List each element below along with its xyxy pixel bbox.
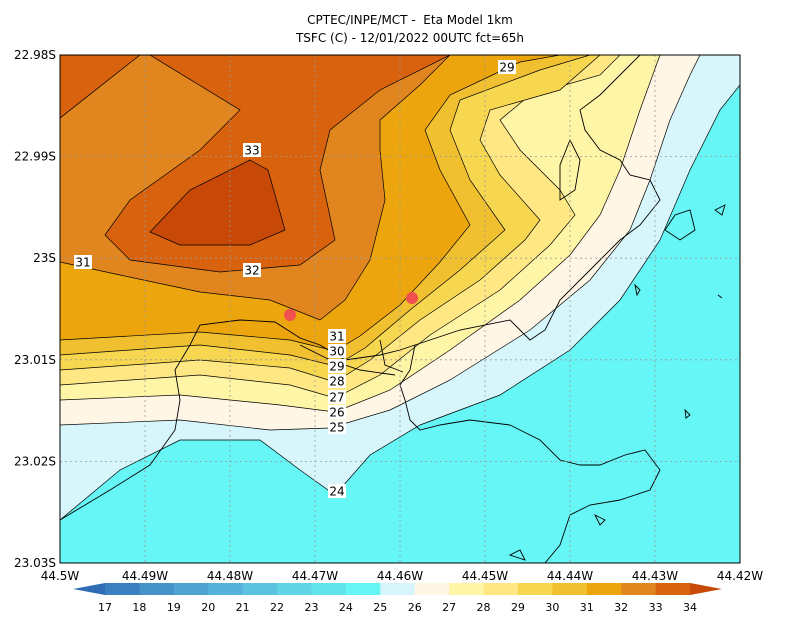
lon-tick-label: 44.44W	[547, 569, 593, 583]
contour-label-bg	[498, 60, 516, 74]
map-title: CPTEC/INPE/MCT - Eta Model 1km	[307, 13, 513, 27]
colorbar-swatch	[277, 583, 312, 595]
contour-label-bg	[328, 329, 346, 343]
contour-label: 24	[329, 485, 344, 499]
colorbar-label: 20	[201, 601, 215, 614]
lon-tick-label: 44.42W	[717, 569, 763, 583]
lon-tick-label: 44.45W	[462, 569, 508, 583]
contour-label-bg	[328, 390, 346, 404]
colorbar-label: 31	[580, 601, 594, 614]
map-frame	[59, 54, 741, 564]
colorbar-swatch	[208, 583, 244, 595]
colorbar-label: 22	[270, 601, 284, 614]
temperature-band	[149, 159, 286, 246]
contour-label: 29	[499, 61, 514, 75]
station-marker	[406, 292, 418, 304]
contour-label-bg	[328, 420, 346, 434]
colorbar-label: 18	[132, 601, 146, 614]
lat-tick-label: 22.99S	[14, 150, 56, 164]
lon-tick-label: 44.47W	[292, 569, 338, 583]
colorbar-label: 19	[167, 601, 181, 614]
colorbar-swatch	[173, 583, 209, 595]
colorbar-label: 24	[339, 601, 353, 614]
colorbar-swatch	[242, 583, 278, 595]
colorbar-label: 21	[236, 601, 250, 614]
colorbar-swatch	[552, 583, 588, 595]
colorbar-swatch	[380, 583, 416, 595]
temperature-band	[60, 55, 141, 119]
contour-label-bg	[328, 484, 346, 498]
coastline	[60, 55, 726, 563]
station-marker	[284, 309, 296, 321]
lon-tick-label: 44.43W	[632, 569, 678, 583]
colorbar-arrow	[690, 583, 722, 595]
colorbar-label: 25	[373, 601, 387, 614]
colorbar-swatch	[621, 583, 657, 595]
contour-label-bg	[328, 359, 346, 373]
contour-label-bg	[328, 405, 346, 419]
contour-label: 29	[329, 360, 344, 374]
contour-label-bg	[328, 344, 346, 358]
colorbar-swatch	[517, 583, 553, 595]
lon-tick-label: 44.48W	[207, 569, 253, 583]
contour-label: 27	[329, 391, 344, 405]
contour-label-bg	[243, 143, 261, 157]
colorbar-label: 32	[614, 601, 628, 614]
colorbar-label: 17	[98, 601, 112, 614]
contour-label-bg	[243, 263, 261, 277]
lat-tick-label: 22.98S	[14, 48, 56, 62]
lon-tick-label: 44.5W	[41, 569, 80, 583]
coastline	[664, 209, 696, 241]
coastline	[508, 204, 726, 561]
graticule	[60, 55, 740, 563]
colorbar-label: 26	[408, 601, 422, 614]
lat-tick-label: 23.02S	[14, 454, 56, 468]
coastline	[60, 319, 661, 563]
colorbar-label: 34	[683, 601, 697, 614]
colorbar-label: 27	[442, 601, 456, 614]
contour-label: 26	[329, 406, 344, 420]
colorbar-label: 33	[649, 601, 663, 614]
contour-label: 28	[329, 375, 344, 389]
lat-tick-label: 23.03S	[14, 556, 56, 570]
contour-label: 25	[329, 421, 344, 435]
contour-label: 30	[329, 345, 344, 359]
colorbar-swatch	[586, 583, 622, 595]
colorbar-swatch	[414, 583, 450, 595]
colorbar-swatch	[105, 583, 140, 595]
colorbar-swatch	[655, 583, 691, 595]
colorbar-label: 30	[545, 601, 559, 614]
colorbar-swatch	[483, 583, 519, 595]
coastline	[559, 138, 581, 201]
colorbar-label: 29	[511, 601, 525, 614]
contour-label: 33	[244, 144, 259, 158]
colorbar-arrow	[73, 583, 105, 595]
lat-tick-label: 23S	[33, 251, 56, 265]
colorbar-swatch	[449, 583, 485, 595]
lon-tick-label: 44.46W	[377, 569, 423, 583]
map-subtitle: TSFC (C) - 12/01/2022 00UTC fct=65h	[295, 31, 524, 45]
colorbar-label: 28	[477, 601, 491, 614]
lat-tick-label: 23.01S	[14, 353, 56, 367]
contour-label: 31	[329, 330, 344, 344]
contour-label-bg	[328, 374, 346, 388]
colorbar-label: 23	[304, 601, 318, 614]
contour-label: 32	[244, 264, 259, 278]
coastline	[414, 55, 661, 346]
colorbar-swatch	[139, 583, 175, 595]
colorbar-swatch	[345, 583, 381, 595]
colorbar-swatch	[311, 583, 347, 595]
lon-tick-label: 44.49W	[122, 569, 168, 583]
contour-label: 31	[75, 256, 90, 270]
contour-label-bg	[74, 255, 92, 269]
